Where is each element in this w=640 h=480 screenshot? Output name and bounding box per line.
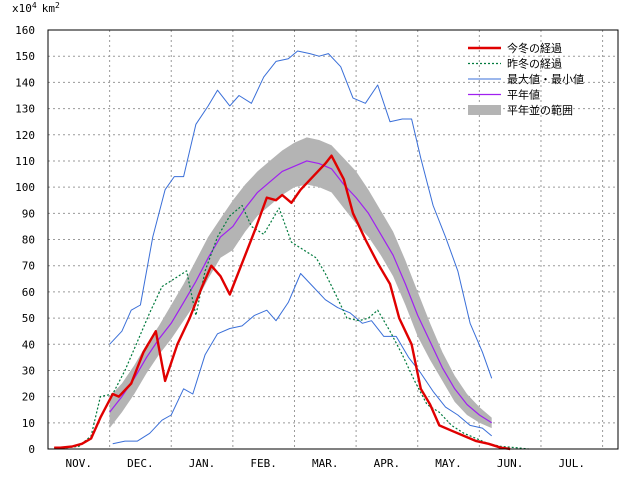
series-normal-line — [109, 160, 493, 424]
series-current-line — [54, 154, 511, 451]
series-max-line — [109, 50, 493, 379]
legend-label: 今冬の経過 — [507, 41, 562, 55]
y-tick-label: 70 — [22, 260, 35, 273]
unit-label: x104 km2 — [12, 1, 60, 15]
x-month-label: FEB. — [250, 457, 277, 470]
unit-exp: 4 — [32, 1, 37, 10]
y-tick-label: 150 — [15, 50, 35, 63]
unit-km: km — [42, 2, 56, 15]
y-tick-label: 140 — [15, 76, 35, 89]
y-tick-label: 80 — [22, 234, 35, 247]
series-lines — [54, 50, 529, 451]
legend-item-range: 平年並の範囲 — [468, 103, 573, 117]
legend-label: 最大値・最小値 — [507, 72, 584, 86]
x-month-label: JUN. — [497, 457, 524, 470]
x-month-label: MAR. — [312, 457, 339, 470]
y-tick-label: 10 — [22, 417, 35, 430]
x-month-label: NOV. — [66, 457, 93, 470]
unit-base: x10 — [12, 2, 32, 15]
y-tick-label: 30 — [22, 364, 35, 377]
x-month-label: APR. — [374, 457, 401, 470]
legend-item-last: 昨冬の経過 — [468, 57, 562, 71]
legend-swatch — [468, 105, 501, 115]
legend-item-current: 今冬の経過 — [468, 41, 562, 55]
legend-item-normal: 平年値 — [468, 88, 540, 102]
plot-frame — [47, 29, 619, 450]
normal-range-area — [109, 137, 492, 429]
series-min-line — [112, 273, 493, 445]
y-tick-label: 0 — [28, 443, 35, 456]
x-month-label: JAN. — [189, 457, 216, 470]
y-tick-label: 110 — [15, 155, 35, 168]
x-month-label: MAY. — [435, 457, 462, 470]
y-tick-label: 100 — [15, 181, 35, 194]
legend-label: 昨冬の経過 — [507, 57, 562, 71]
y-tick-label: 120 — [15, 129, 35, 142]
y-tick-label: 130 — [15, 103, 35, 116]
unit-km-exp: 2 — [55, 1, 60, 10]
y-tick-label: 40 — [22, 338, 35, 351]
x-axis-month-labels: NOV. DEC. JAN. FEB. MAR. APR. MAY. JUN. JUL. — [66, 457, 585, 470]
series-last-line — [54, 204, 529, 450]
y-axis-ticks: 0 10 20 30 40 50 60 70 80 90 100 110 120 130 140 150 160 — [15, 24, 35, 456]
legend-label: 平年並の範囲 — [507, 103, 573, 117]
y-tick-label: 20 — [22, 391, 35, 404]
y-tick-label: 50 — [22, 312, 35, 325]
y-tick-label: 160 — [15, 24, 35, 37]
legend-label: 平年値 — [507, 88, 540, 102]
x-month-label: DEC. — [127, 457, 154, 470]
y-tick-label: 90 — [22, 207, 35, 220]
normal-range-band — [109, 137, 492, 429]
y-tick-label: 60 — [22, 286, 35, 299]
legend-item-maxmin: 最大値・最小値 — [468, 72, 584, 86]
x-month-label: JUL. — [559, 457, 586, 470]
